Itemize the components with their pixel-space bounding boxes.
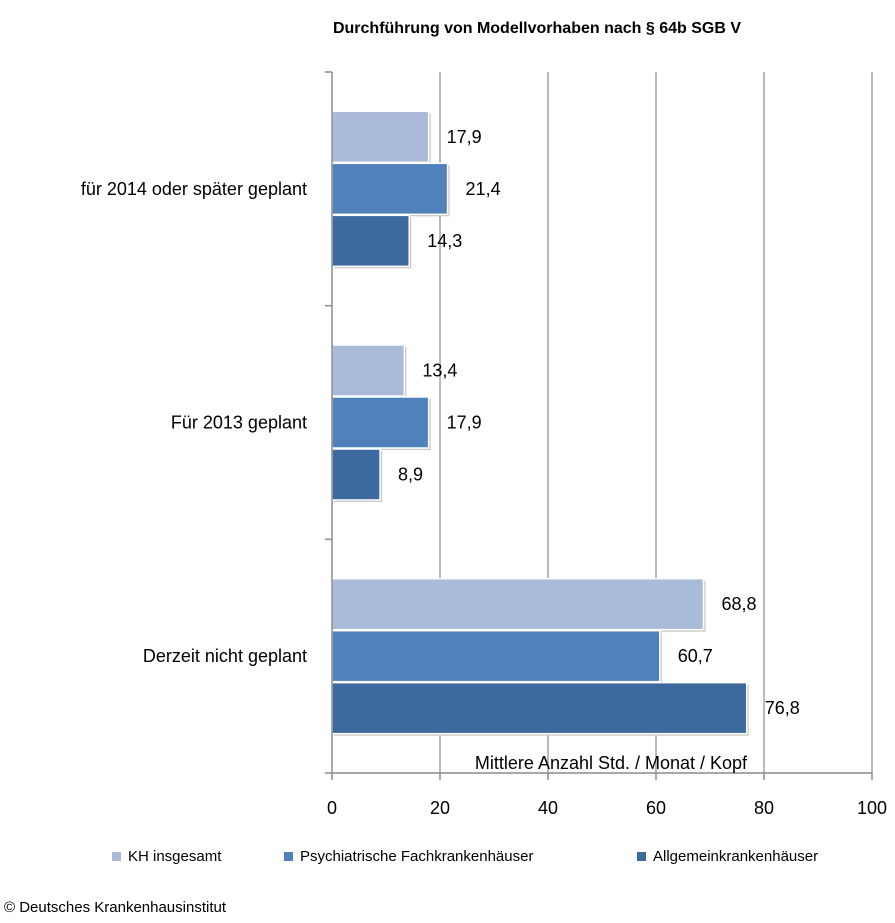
bar-value-label: 14,3 <box>427 231 462 251</box>
bar <box>331 214 410 268</box>
bar <box>331 162 449 216</box>
bar <box>331 577 705 631</box>
legend-label: Psychiatrische Fachkrankenhäuser <box>300 848 533 865</box>
category-label: Für 2013 geplant <box>171 413 307 433</box>
x-tick-label: 100 <box>857 798 887 818</box>
bar-value-label: 17,9 <box>447 413 482 433</box>
value-labels: 17,9 21,4 14,3 13,4 17,9 8,9 68,8 60,7 76,8 <box>398 127 800 718</box>
bar-value-label: 13,4 <box>422 361 457 381</box>
bar <box>331 396 430 449</box>
x-axis-title: Mittlere Anzahl Std. / Monat / Kopf <box>475 753 748 773</box>
legend-swatch <box>284 852 293 861</box>
x-tick-label: 0 <box>327 798 337 818</box>
bar-value-label: 60,7 <box>678 646 713 666</box>
axes <box>325 71 873 780</box>
bar <box>331 629 661 683</box>
category-label: für 2014 oder später geplant <box>81 179 307 199</box>
legend-label: KH insgesamt <box>128 848 222 865</box>
chart-title: Durchführung von Modellvorhaben nach § 6… <box>333 20 741 37</box>
bar-value-label: 17,9 <box>447 127 482 147</box>
bar-value-label: 8,9 <box>398 465 423 485</box>
bar <box>331 110 430 164</box>
legend: KH insgesamt Psychiatrische Fachkrankenhä… <box>112 848 818 865</box>
bar-series-group <box>331 110 749 736</box>
x-tick-label: 20 <box>430 798 450 818</box>
x-tick-label: 80 <box>754 798 774 818</box>
x-tick-label: 60 <box>646 798 666 818</box>
bar-value-label: 76,8 <box>765 698 800 718</box>
bar-value-label: 68,8 <box>722 594 757 614</box>
legend-label: Allgemeinkrankenhäuser <box>653 848 818 865</box>
bar <box>331 344 406 397</box>
x-tick-label: 40 <box>538 798 558 818</box>
bar-value-label: 21,4 <box>466 179 501 199</box>
category-labels: für 2014 oder später geplant Für 2013 gep… <box>81 179 307 666</box>
x-tick-labels: 0 20 40 60 80 100 <box>327 798 887 818</box>
category-label: Derzeit nicht geplant <box>143 646 307 666</box>
legend-swatch <box>637 852 646 861</box>
bar <box>331 681 748 735</box>
source-credit: © Deutsches Krankenhausinstitut <box>4 899 227 916</box>
bar <box>331 448 381 501</box>
legend-swatch <box>112 852 121 861</box>
